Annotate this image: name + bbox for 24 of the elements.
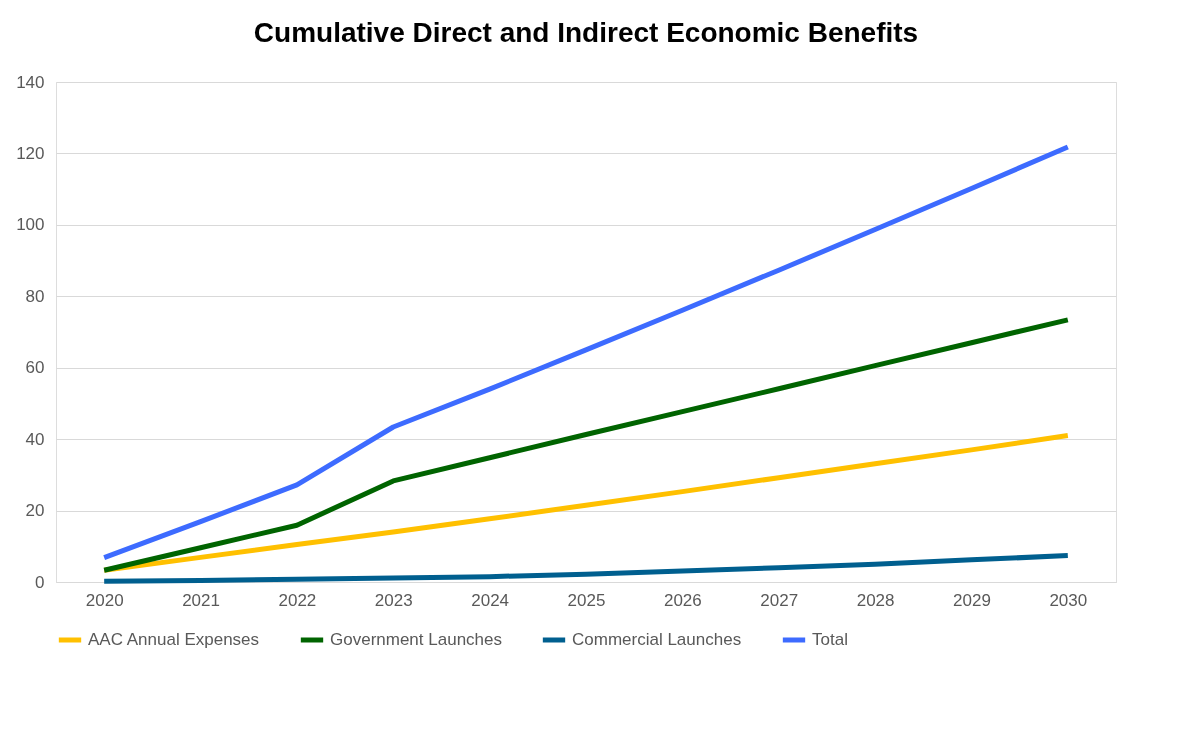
- x-tick-label: 2029: [953, 590, 991, 610]
- y-tick-label: 0: [35, 572, 45, 592]
- y-tick-label: 60: [25, 358, 45, 378]
- y-tick-label: 20: [25, 501, 45, 521]
- x-tick-label: 2020: [85, 590, 124, 610]
- y-tick-label: 80: [25, 286, 45, 306]
- legend-label: AAC Annual Expenses: [88, 630, 260, 649]
- y-tick-label: 40: [25, 429, 45, 449]
- legend-label: Total: [812, 630, 848, 649]
- y-tick-label: 140: [16, 72, 45, 92]
- x-tick-label: 2026: [663, 590, 702, 610]
- chart-title: Cumulative Direct and Indirect Economic Benefits: [253, 17, 919, 48]
- x-tick-label: 2023: [374, 590, 413, 610]
- legend-label: Commercial Launches: [572, 630, 742, 649]
- y-tick-label: 100: [16, 215, 45, 235]
- legend-label: Government Launches: [330, 630, 502, 649]
- x-tick-label: 2028: [856, 590, 895, 610]
- y-tick-label: 120: [16, 143, 45, 163]
- x-tick-label: 2030: [1049, 590, 1088, 610]
- x-tick-label: 2025: [567, 590, 606, 610]
- x-tick-label: 2021: [182, 590, 220, 610]
- x-tick-label: 2022: [278, 590, 317, 610]
- x-tick-label: 2027: [760, 590, 799, 610]
- x-tick-label: 2024: [471, 590, 510, 610]
